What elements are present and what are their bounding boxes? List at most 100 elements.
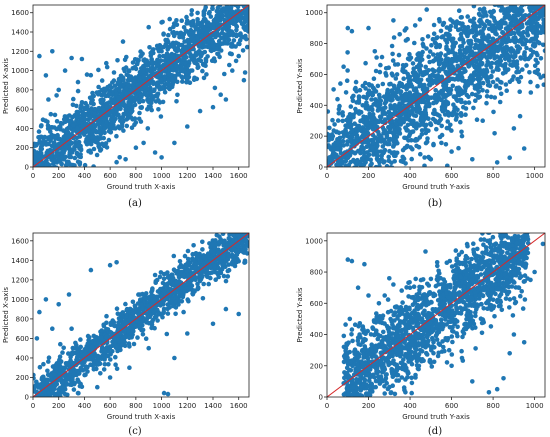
outlier-point xyxy=(528,79,533,85)
point xyxy=(96,84,101,90)
point xyxy=(327,200,332,205)
point xyxy=(161,31,166,36)
point xyxy=(141,74,147,80)
point xyxy=(170,30,175,36)
point xyxy=(398,90,403,96)
point xyxy=(467,75,473,80)
point xyxy=(32,183,37,188)
point xyxy=(103,141,109,146)
point xyxy=(145,67,150,73)
point xyxy=(419,53,424,58)
point xyxy=(393,90,399,96)
point xyxy=(357,179,362,184)
point xyxy=(35,153,40,159)
point xyxy=(90,129,96,135)
point xyxy=(387,82,392,87)
point xyxy=(458,119,463,125)
point xyxy=(54,150,59,155)
point xyxy=(33,180,38,185)
point xyxy=(70,162,76,167)
point xyxy=(36,194,41,199)
point xyxy=(38,405,43,410)
point xyxy=(474,65,480,70)
point xyxy=(342,199,347,204)
point xyxy=(343,192,348,197)
point xyxy=(331,219,336,224)
point xyxy=(520,67,525,72)
point xyxy=(38,407,43,412)
point xyxy=(417,67,423,72)
point xyxy=(158,270,164,275)
point xyxy=(126,112,132,118)
point xyxy=(386,194,391,199)
point xyxy=(112,99,117,104)
point xyxy=(412,77,417,82)
point xyxy=(39,170,44,175)
point xyxy=(373,97,378,102)
point xyxy=(354,212,359,217)
outlier-point xyxy=(403,38,409,43)
point xyxy=(96,106,101,111)
point xyxy=(220,233,226,236)
y-axis-label: Predicted X-axis xyxy=(2,58,10,114)
point xyxy=(140,51,145,56)
point xyxy=(380,106,386,111)
point xyxy=(336,106,342,112)
point xyxy=(511,13,516,19)
outlier-point xyxy=(50,49,55,54)
point xyxy=(348,182,353,187)
point xyxy=(42,396,44,397)
point xyxy=(355,189,360,194)
point xyxy=(383,111,388,116)
point xyxy=(246,0,251,2)
point xyxy=(454,87,459,92)
point xyxy=(201,9,207,14)
point xyxy=(329,182,334,187)
x-tick-label: 800 xyxy=(486,172,499,180)
point xyxy=(221,273,227,279)
point xyxy=(84,72,90,77)
point xyxy=(124,91,129,97)
point xyxy=(448,49,454,55)
point xyxy=(83,100,88,106)
outlier-point xyxy=(345,25,351,31)
point xyxy=(200,247,205,252)
point xyxy=(325,184,330,189)
point xyxy=(481,73,487,79)
point xyxy=(62,182,67,187)
point xyxy=(242,221,247,226)
point xyxy=(437,68,442,73)
point xyxy=(342,132,347,138)
point xyxy=(410,129,416,134)
point xyxy=(239,0,244,3)
point xyxy=(412,40,417,46)
point xyxy=(357,127,362,133)
point xyxy=(377,163,382,167)
point xyxy=(375,157,381,163)
point xyxy=(36,404,41,409)
point xyxy=(40,192,45,197)
point xyxy=(152,60,158,66)
point xyxy=(231,38,237,43)
point xyxy=(159,48,164,54)
point xyxy=(419,128,425,133)
point xyxy=(158,114,164,119)
point xyxy=(97,91,103,97)
point xyxy=(45,119,50,125)
point xyxy=(330,187,335,192)
point xyxy=(229,44,234,49)
point xyxy=(74,151,80,157)
point xyxy=(221,0,226,5)
point xyxy=(144,93,150,98)
point xyxy=(132,57,138,62)
point xyxy=(46,359,51,364)
point xyxy=(325,210,330,215)
point xyxy=(227,62,232,68)
x-tick-label: 400 xyxy=(78,172,91,180)
point xyxy=(348,203,353,208)
point xyxy=(335,146,340,151)
point xyxy=(485,82,491,88)
point xyxy=(377,69,383,75)
point xyxy=(226,262,231,267)
point xyxy=(514,10,519,15)
